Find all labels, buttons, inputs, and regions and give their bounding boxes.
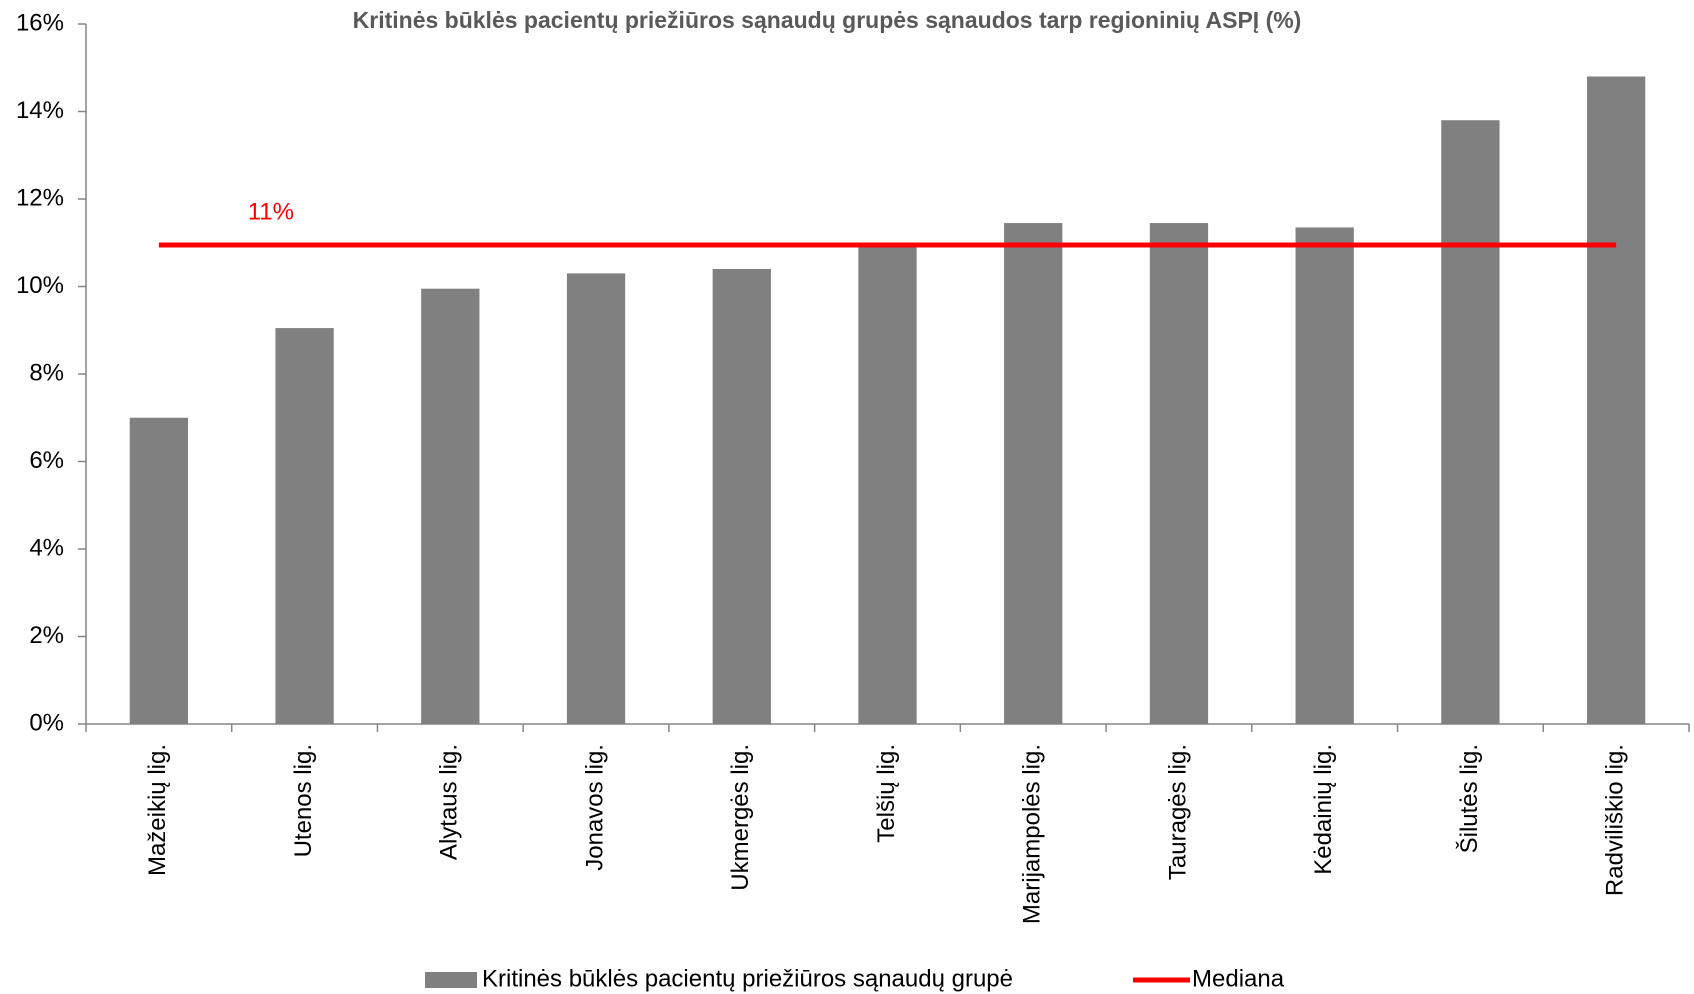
legend-label: Mediana <box>1192 965 1285 992</box>
x-tick-label: Kėdainių lig. <box>1310 744 1337 875</box>
bar <box>1149 223 1209 724</box>
bar <box>858 244 917 724</box>
y-tick-label: 12% <box>16 184 64 211</box>
legend-label: Kritinės būklės pacientų priežiūros sąna… <box>482 965 1013 992</box>
median-label: 11% <box>248 198 294 225</box>
x-tick-label: Telšių lig. <box>873 744 900 843</box>
y-tick-label: 16% <box>16 9 64 36</box>
bar <box>275 328 334 724</box>
bar <box>1586 76 1646 724</box>
y-tick-label: 14% <box>16 97 64 124</box>
bar <box>712 269 771 724</box>
x-tick-label: Jonavos lig. <box>581 744 608 871</box>
y-tick-label: 10% <box>16 272 64 299</box>
bar <box>1295 227 1354 724</box>
x-tick-label: Šilutės lig. <box>1455 744 1483 853</box>
bar <box>129 417 189 724</box>
x-tick-label: Radviliškio lig. <box>1601 744 1628 896</box>
y-tick-label: 8% <box>29 359 64 386</box>
x-tick-label: Alytaus lig. <box>436 744 463 860</box>
y-tick-label: 6% <box>29 447 64 474</box>
legend-swatch <box>425 972 477 988</box>
bar <box>421 288 480 724</box>
y-tick-label: 2% <box>29 622 64 649</box>
x-tick-label: Tauragės lig. <box>1164 744 1191 880</box>
bar <box>1441 120 1500 724</box>
bar <box>1004 223 1063 724</box>
bar <box>566 273 626 724</box>
chart-title: Kritinės būklės pacientų priežiūros sąna… <box>353 7 1302 33</box>
x-tick-label: Marijampolės lig. <box>1019 744 1046 924</box>
x-tick-label: Ukmergės lig. <box>727 744 754 891</box>
x-tick-label: Mažeikių lig. <box>144 744 171 876</box>
x-tick-label: Utenos lig. <box>290 744 317 857</box>
y-tick-label: 4% <box>29 534 64 561</box>
y-tick-label: 0% <box>29 709 64 736</box>
